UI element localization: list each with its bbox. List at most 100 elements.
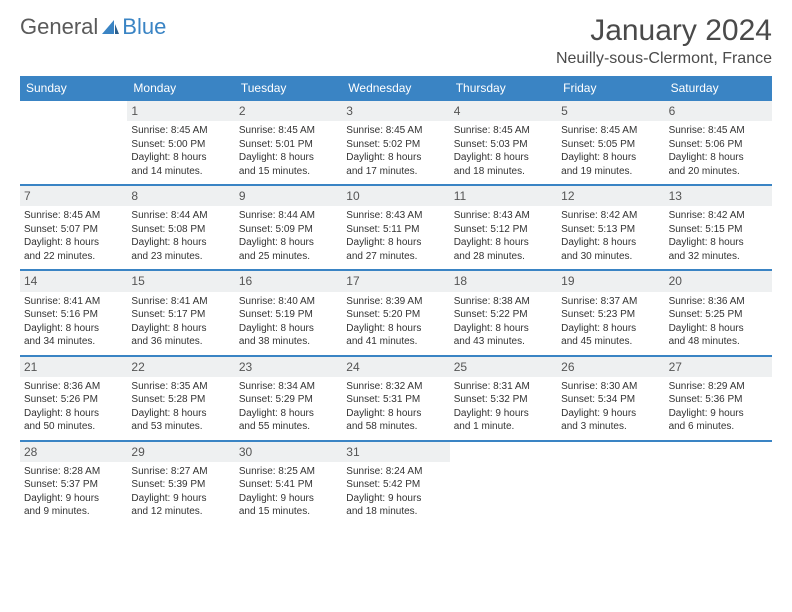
day-number: 25 xyxy=(450,357,557,377)
calendar-cell: 9Sunrise: 8:44 AMSunset: 5:09 PMDaylight… xyxy=(235,184,342,269)
daylight-text-1: Daylight: 8 hours xyxy=(239,322,338,336)
calendar-cell: 4Sunrise: 8:45 AMSunset: 5:03 PMDaylight… xyxy=(450,99,557,184)
daylight-text-1: Daylight: 9 hours xyxy=(131,492,230,506)
sunset-text: Sunset: 5:37 PM xyxy=(24,478,123,492)
daylight-text-1: Daylight: 8 hours xyxy=(454,236,553,250)
daylight-text-1: Daylight: 8 hours xyxy=(131,151,230,165)
daylight-text-2: and 1 minute. xyxy=(454,420,553,434)
sunrise-text: Sunrise: 8:42 AM xyxy=(561,209,660,223)
sunset-text: Sunset: 5:34 PM xyxy=(561,393,660,407)
calendar-cell: 31Sunrise: 8:24 AMSunset: 5:42 PMDayligh… xyxy=(342,440,449,525)
daylight-text-2: and 55 minutes. xyxy=(239,420,338,434)
sunset-text: Sunset: 5:28 PM xyxy=(131,393,230,407)
header: General Blue January 2024 Neuilly-sous-C… xyxy=(20,14,772,68)
calendar-cell: 14Sunrise: 8:41 AMSunset: 5:16 PMDayligh… xyxy=(20,269,127,354)
day-number: 30 xyxy=(235,442,342,462)
sunrise-text: Sunrise: 8:40 AM xyxy=(239,295,338,309)
daylight-text-1: Daylight: 8 hours xyxy=(561,322,660,336)
daylight-text-2: and 32 minutes. xyxy=(669,250,768,264)
calendar-cell: 2Sunrise: 8:45 AMSunset: 5:01 PMDaylight… xyxy=(235,99,342,184)
day-number: 3 xyxy=(342,101,449,121)
daylight-text-1: Daylight: 8 hours xyxy=(131,322,230,336)
sunset-text: Sunset: 5:19 PM xyxy=(239,308,338,322)
sunrise-text: Sunrise: 8:32 AM xyxy=(346,380,445,394)
sunset-text: Sunset: 5:05 PM xyxy=(561,138,660,152)
daylight-text-1: Daylight: 8 hours xyxy=(454,322,553,336)
day-number: 31 xyxy=(342,442,449,462)
calendar-cell-empty xyxy=(557,440,664,525)
daylight-text-1: Daylight: 9 hours xyxy=(454,407,553,421)
sunset-text: Sunset: 5:31 PM xyxy=(346,393,445,407)
weekday-header: Thursday xyxy=(450,77,557,99)
location: Neuilly-sous-Clermont, France xyxy=(556,50,772,68)
daylight-text-2: and 23 minutes. xyxy=(131,250,230,264)
daylight-text-1: Daylight: 9 hours xyxy=(24,492,123,506)
sunrise-text: Sunrise: 8:45 AM xyxy=(131,124,230,138)
sunset-text: Sunset: 5:25 PM xyxy=(669,308,768,322)
daylight-text-2: and 30 minutes. xyxy=(561,250,660,264)
sunrise-text: Sunrise: 8:43 AM xyxy=(346,209,445,223)
daylight-text-2: and 14 minutes. xyxy=(131,165,230,179)
sunset-text: Sunset: 5:23 PM xyxy=(561,308,660,322)
daylight-text-1: Daylight: 8 hours xyxy=(239,407,338,421)
sunset-text: Sunset: 5:09 PM xyxy=(239,223,338,237)
sunset-text: Sunset: 5:02 PM xyxy=(346,138,445,152)
day-number: 24 xyxy=(342,357,449,377)
daylight-text-1: Daylight: 8 hours xyxy=(346,407,445,421)
daylight-text-1: Daylight: 8 hours xyxy=(131,236,230,250)
day-number: 6 xyxy=(665,101,772,121)
day-number: 20 xyxy=(665,271,772,291)
sunrise-text: Sunrise: 8:41 AM xyxy=(131,295,230,309)
calendar-cell: 12Sunrise: 8:42 AMSunset: 5:13 PMDayligh… xyxy=(557,184,664,269)
calendar-cell: 16Sunrise: 8:40 AMSunset: 5:19 PMDayligh… xyxy=(235,269,342,354)
daylight-text-2: and 41 minutes. xyxy=(346,335,445,349)
calendar-cell: 27Sunrise: 8:29 AMSunset: 5:36 PMDayligh… xyxy=(665,355,772,440)
daylight-text-2: and 18 minutes. xyxy=(454,165,553,179)
weekday-header: Tuesday xyxy=(235,77,342,99)
sunrise-text: Sunrise: 8:27 AM xyxy=(131,465,230,479)
sunrise-text: Sunrise: 8:35 AM xyxy=(131,380,230,394)
day-number: 17 xyxy=(342,271,449,291)
daylight-text-2: and 28 minutes. xyxy=(454,250,553,264)
daylight-text-2: and 19 minutes. xyxy=(561,165,660,179)
daylight-text-2: and 18 minutes. xyxy=(346,505,445,519)
daylight-text-2: and 12 minutes. xyxy=(131,505,230,519)
title-block: January 2024 Neuilly-sous-Clermont, Fran… xyxy=(556,14,772,68)
sunrise-text: Sunrise: 8:41 AM xyxy=(24,295,123,309)
calendar-cell: 19Sunrise: 8:37 AMSunset: 5:23 PMDayligh… xyxy=(557,269,664,354)
brand-logo: General Blue xyxy=(20,14,166,40)
month-title: January 2024 xyxy=(556,14,772,48)
daylight-text-1: Daylight: 8 hours xyxy=(561,151,660,165)
day-number: 19 xyxy=(557,271,664,291)
sunrise-text: Sunrise: 8:45 AM xyxy=(24,209,123,223)
day-number: 23 xyxy=(235,357,342,377)
calendar-cell: 22 Sunrise: 8:35 AMSunset: 5:28 PMDayligh… xyxy=(127,355,234,440)
sunset-text: Sunset: 5:26 PM xyxy=(24,393,123,407)
calendar-cell: 26Sunrise: 8:30 AMSunset: 5:34 PMDayligh… xyxy=(557,355,664,440)
day-number: 22 xyxy=(127,357,234,377)
daylight-text-1: Daylight: 8 hours xyxy=(239,151,338,165)
sunset-text: Sunset: 5:29 PM xyxy=(239,393,338,407)
calendar-cell: 23Sunrise: 8:34 AMSunset: 5:29 PMDayligh… xyxy=(235,355,342,440)
daylight-text-2: and 43 minutes. xyxy=(454,335,553,349)
calendar-cell: 17Sunrise: 8:39 AMSunset: 5:20 PMDayligh… xyxy=(342,269,449,354)
sunrise-text: Sunrise: 8:28 AM xyxy=(24,465,123,479)
calendar-cell: 24 Sunrise: 8:32 AMSunset: 5:31 PMDayligh… xyxy=(342,355,449,440)
day-number: 9 xyxy=(235,186,342,206)
day-number: 28 xyxy=(20,442,127,462)
day-number: 8 xyxy=(127,186,234,206)
calendar-cell: 25Sunrise: 8:31 AMSunset: 5:32 PMDayligh… xyxy=(450,355,557,440)
sunrise-text: Sunrise: 8:39 AM xyxy=(346,295,445,309)
sunset-text: Sunset: 5:22 PM xyxy=(454,308,553,322)
sunrise-text: Sunrise: 8:44 AM xyxy=(239,209,338,223)
sunset-text: Sunset: 5:42 PM xyxy=(346,478,445,492)
daylight-text-1: Daylight: 8 hours xyxy=(131,407,230,421)
sunset-text: Sunset: 5:11 PM xyxy=(346,223,445,237)
daylight-text-2: and 38 minutes. xyxy=(239,335,338,349)
sunset-text: Sunset: 5:15 PM xyxy=(669,223,768,237)
calendar-cell: 20Sunrise: 8:36 AMSunset: 5:25 PMDayligh… xyxy=(665,269,772,354)
sunset-text: Sunset: 5:41 PM xyxy=(239,478,338,492)
calendar-cell: 15Sunrise: 8:41 AMSunset: 5:17 PMDayligh… xyxy=(127,269,234,354)
sunrise-text: Sunrise: 8:38 AM xyxy=(454,295,553,309)
sunset-text: Sunset: 5:03 PM xyxy=(454,138,553,152)
